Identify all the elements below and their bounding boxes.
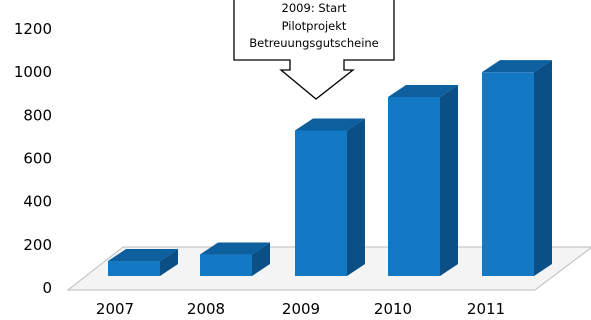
annotation-line-3: Betreuungsgutscheine — [249, 36, 379, 50]
bar-top — [108, 249, 178, 262]
bars — [108, 60, 552, 277]
bar-2007 — [108, 249, 178, 276]
bar-2010 — [388, 84, 458, 276]
y-tick-label: 800 — [23, 106, 52, 124]
bar-top — [388, 84, 458, 97]
y-tick-label: 1200 — [14, 20, 52, 38]
x-axis-labels: 2007 2008 2009 2010 2011 — [96, 300, 505, 318]
bar-top — [200, 242, 270, 255]
annotation-callout-shape — [233, 0, 395, 100]
bar-front — [388, 96, 440, 276]
bar-side — [252, 242, 270, 276]
x-tick-label: 2009 — [282, 300, 320, 318]
y-tick-label: 0 — [42, 279, 52, 297]
bar-top — [482, 60, 552, 73]
bar-side — [160, 249, 178, 276]
bar-front — [108, 261, 160, 276]
x-tick-label: 2007 — [96, 300, 134, 318]
annotation-callout: 2009: Start Pilotprojekt Betreuungsgutsc… — [234, 0, 394, 53]
y-tick-label: 200 — [23, 236, 52, 254]
x-tick-label: 2010 — [374, 300, 412, 318]
y-tick-label: 1000 — [14, 63, 52, 81]
bar-top — [295, 118, 365, 131]
x-tick-label: 2008 — [187, 300, 225, 318]
y-axis: 0 200 400 600 800 1000 1200 — [14, 20, 535, 297]
bar-side — [534, 60, 552, 276]
bar-front — [200, 254, 252, 276]
bar-front — [482, 72, 534, 277]
annotation-line-2: Pilotprojekt — [281, 18, 347, 33]
bar-side — [440, 84, 458, 276]
bar-side — [347, 118, 365, 276]
y-tick-label: 400 — [23, 193, 52, 211]
bar-front — [295, 130, 347, 276]
bar-2011 — [482, 60, 552, 277]
bar-2008 — [200, 242, 270, 276]
bar-2009 — [295, 118, 365, 276]
y-tick-label: 600 — [23, 150, 52, 168]
annotation-line-1: 2009: Start — [281, 1, 347, 15]
annotation-arrow-box — [233, 0, 395, 100]
x-tick-label: 2011 — [467, 300, 505, 318]
